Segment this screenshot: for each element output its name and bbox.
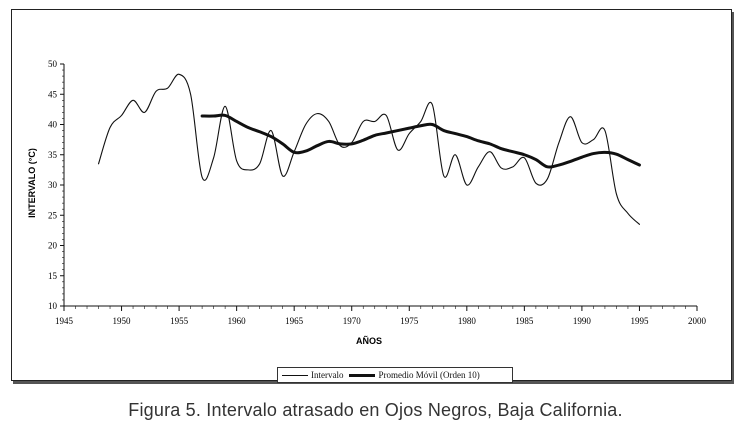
y-tick-label: 10 [48, 301, 58, 311]
series-lines [97, 73, 641, 225]
x-tick-label: 1980 [458, 316, 477, 326]
y-tick-label: 50 [48, 59, 58, 69]
chart-frame: 10 15 20 25 30 35 40 45 50 1945 1950 1955 1960 1965 19… [11, 9, 732, 383]
x-tick-label: 1965 [285, 316, 304, 326]
x-tick-label: 1960 [228, 316, 247, 326]
series-line-intervalo [97, 73, 640, 225]
y-tick-label: 45 [48, 89, 58, 99]
axes [60, 63, 698, 311]
y-tick-label: 25 [48, 210, 58, 220]
x-tick-label: 2000 [688, 316, 707, 326]
x-tick-label: 1955 [170, 316, 189, 326]
legend-label-moving-average: Promedio Móvil (Orden 10) [378, 370, 480, 380]
legend-swatch-moving-average [349, 373, 376, 377]
legend-entry-moving-average: Promedio Móvil (Orden 10) [349, 370, 480, 380]
y-tick-label: 30 [48, 180, 58, 190]
x-tick-label: 1995 [630, 316, 649, 326]
y-tick-label: 15 [48, 271, 58, 281]
x-tick-label: 1970 [343, 316, 362, 326]
y-tick-label: 35 [48, 150, 58, 160]
figure-caption: Figura 5. Intervalo atrasado en Ojos Neg… [128, 400, 623, 420]
line-chart: 10 15 20 25 30 35 40 45 50 1945 1950 1955 1960 1965 19… [27, 59, 707, 346]
x-tick-label: 1945 [55, 316, 74, 326]
x-tick-label: 1990 [573, 316, 592, 326]
legend-entry-intervalo: Intervalo [282, 370, 343, 380]
x-axis-label: AÑOS [356, 336, 382, 346]
tick-labels: 10 15 20 25 30 35 40 45 50 1945 1950 1955 1960 1965 19… [48, 59, 707, 326]
x-tick-label: 1950 [113, 316, 132, 326]
legend-label-intervalo: Intervalo [311, 370, 344, 380]
x-tick-label: 1985 [515, 316, 534, 326]
x-tick-label: 1975 [400, 316, 419, 326]
y-tick-label: 20 [48, 241, 58, 251]
legend: Intervalo Promedio Móvil (Orden 10) [277, 367, 513, 383]
y-tick-label: 40 [48, 120, 58, 130]
legend-swatch-intervalo [282, 374, 308, 376]
y-axis-label: INTERVALO (°C) [27, 148, 37, 218]
series-line-moving-average [200, 113, 641, 169]
